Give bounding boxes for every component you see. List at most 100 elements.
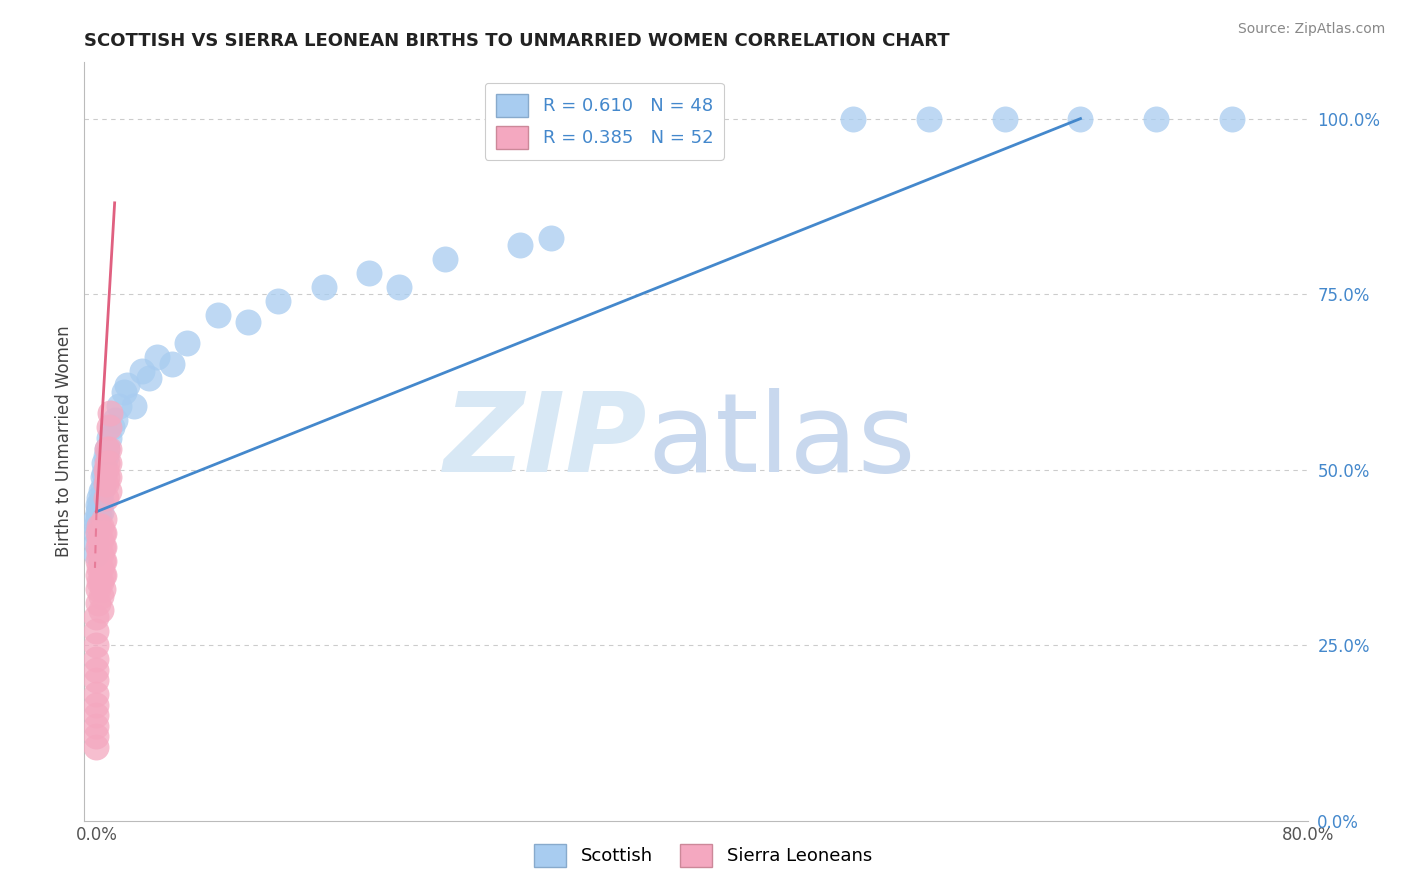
Point bbox=[267, 294, 290, 309]
Text: Source: ZipAtlas.com: Source: ZipAtlas.com bbox=[1237, 22, 1385, 37]
Point bbox=[87, 568, 110, 582]
Point bbox=[97, 456, 120, 470]
Point bbox=[112, 385, 135, 400]
Point bbox=[388, 280, 411, 294]
Point bbox=[91, 480, 114, 494]
Point bbox=[89, 501, 111, 516]
Point bbox=[86, 687, 108, 701]
Legend: Scottish, Sierra Leoneans: Scottish, Sierra Leoneans bbox=[527, 837, 879, 874]
Point bbox=[97, 420, 120, 434]
Point bbox=[97, 431, 120, 445]
Point bbox=[90, 589, 112, 603]
Point bbox=[131, 364, 153, 378]
Point bbox=[86, 663, 108, 677]
Point bbox=[87, 518, 110, 533]
Point bbox=[540, 231, 562, 245]
Point bbox=[86, 547, 108, 561]
Point bbox=[86, 719, 108, 733]
Point bbox=[89, 518, 111, 533]
Point bbox=[93, 456, 115, 470]
Point bbox=[842, 112, 865, 126]
Point bbox=[96, 456, 118, 470]
Point bbox=[89, 491, 111, 505]
Point bbox=[86, 638, 108, 652]
Point bbox=[108, 400, 131, 414]
Point bbox=[87, 525, 110, 540]
Point bbox=[94, 449, 117, 463]
Point bbox=[87, 596, 110, 610]
Point bbox=[86, 518, 108, 533]
Point bbox=[94, 476, 117, 491]
Point bbox=[91, 582, 114, 596]
Point bbox=[87, 512, 110, 526]
Point bbox=[86, 739, 108, 754]
Point bbox=[207, 308, 229, 322]
Point bbox=[89, 574, 111, 589]
Point bbox=[86, 536, 108, 550]
Point bbox=[87, 582, 110, 596]
Point bbox=[91, 554, 114, 568]
Point bbox=[87, 540, 110, 554]
Point bbox=[312, 280, 335, 294]
Point bbox=[87, 554, 110, 568]
Point bbox=[89, 561, 111, 575]
Point bbox=[93, 554, 115, 568]
Point bbox=[94, 462, 117, 476]
Point bbox=[176, 336, 198, 351]
Point bbox=[90, 603, 112, 617]
Point bbox=[93, 512, 115, 526]
Point bbox=[97, 442, 120, 456]
Point bbox=[86, 698, 108, 712]
Point bbox=[90, 574, 112, 589]
Point bbox=[918, 112, 941, 126]
Point bbox=[160, 357, 183, 371]
Point bbox=[86, 652, 108, 666]
Point bbox=[86, 673, 108, 688]
Point bbox=[89, 508, 111, 523]
Point bbox=[146, 351, 169, 365]
Point bbox=[86, 730, 108, 744]
Point bbox=[115, 378, 138, 392]
Point bbox=[90, 505, 112, 519]
Point bbox=[93, 568, 115, 582]
Point bbox=[91, 525, 114, 540]
Point bbox=[433, 252, 456, 266]
Point bbox=[509, 238, 531, 252]
Point bbox=[93, 466, 115, 480]
Point bbox=[90, 547, 112, 561]
Text: SCOTTISH VS SIERRA LEONEAN BIRTHS TO UNMARRIED WOMEN CORRELATION CHART: SCOTTISH VS SIERRA LEONEAN BIRTHS TO UNM… bbox=[84, 32, 950, 50]
Point bbox=[138, 371, 160, 385]
Point bbox=[87, 498, 110, 512]
Point bbox=[357, 266, 380, 280]
Point bbox=[90, 533, 112, 547]
Point bbox=[86, 708, 108, 723]
Point bbox=[236, 315, 259, 329]
Point bbox=[96, 469, 118, 483]
Point bbox=[96, 442, 118, 456]
Point bbox=[93, 525, 115, 540]
Y-axis label: Births to Unmarried Women: Births to Unmarried Women bbox=[55, 326, 73, 558]
Point bbox=[124, 400, 146, 414]
Point bbox=[98, 407, 121, 421]
Point bbox=[86, 610, 108, 624]
Point bbox=[90, 518, 112, 533]
Point bbox=[1144, 112, 1167, 126]
Point bbox=[86, 624, 108, 639]
Text: atlas: atlas bbox=[647, 388, 915, 495]
Point bbox=[91, 540, 114, 554]
Point bbox=[90, 561, 112, 575]
Point bbox=[91, 469, 114, 483]
Point bbox=[90, 483, 112, 498]
Text: ZIP: ZIP bbox=[443, 388, 647, 495]
Point bbox=[100, 420, 122, 434]
Point bbox=[89, 547, 111, 561]
Point bbox=[96, 442, 118, 456]
Point bbox=[994, 112, 1017, 126]
Point bbox=[97, 469, 120, 483]
Point bbox=[97, 483, 120, 498]
Point bbox=[1069, 112, 1091, 126]
Point bbox=[104, 413, 127, 427]
Point bbox=[86, 525, 108, 540]
Point bbox=[86, 512, 108, 526]
Point bbox=[94, 491, 117, 505]
